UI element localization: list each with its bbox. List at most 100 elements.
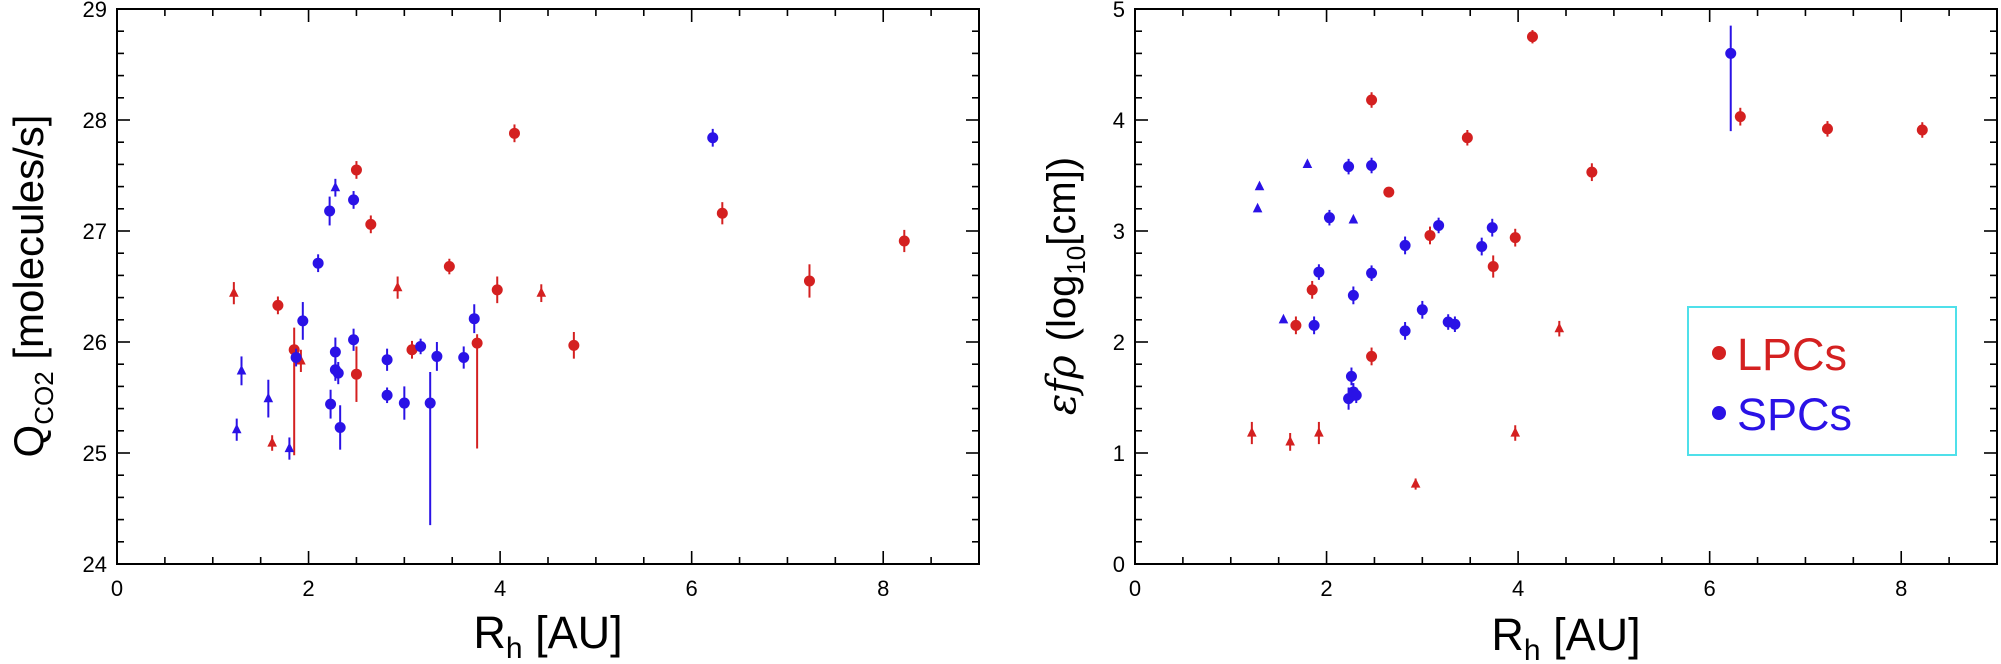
x-tick-label: 8 xyxy=(877,576,889,601)
spcs-point xyxy=(1486,222,1498,234)
lpcs-point xyxy=(406,344,418,356)
lpcs-point xyxy=(568,339,580,351)
data-points xyxy=(229,124,910,526)
axis-ticks xyxy=(1134,8,1998,565)
spcs-point xyxy=(290,352,302,364)
x-tick-label: 4 xyxy=(494,576,506,601)
y-axis-label-main: εfρ xyxy=(1039,355,1085,415)
right-panel-efrho: 0 2 4 6 8 0 1 2 3 4 5 Rh [AU] εfρ (log10[cm]) LPCs … xyxy=(1039,0,1998,664)
lpcs-point xyxy=(491,284,503,296)
spcs-point xyxy=(334,421,346,433)
legend-lpc-marker xyxy=(1712,346,1726,360)
spcs-point xyxy=(1347,289,1359,301)
y-tick-label: 28 xyxy=(83,108,107,133)
legend: LPCs SPCs xyxy=(1687,306,1957,456)
y-axis-label: εfρ (log10[cm]) xyxy=(1039,157,1091,415)
y-tick-label: 0 xyxy=(1113,552,1125,577)
plot-frame xyxy=(1134,8,1998,565)
lpcs-lower-limit-point xyxy=(1247,427,1257,437)
lpcs-point xyxy=(1290,319,1302,331)
spcs-lower-limit-point xyxy=(284,442,295,453)
spcs-point xyxy=(458,352,470,364)
spcs-point xyxy=(329,346,341,358)
y-axis-label-main: Q xyxy=(5,425,52,458)
spcs-point xyxy=(1350,389,1362,401)
lpcs-point xyxy=(272,299,284,311)
x-axis-label-sub: h xyxy=(1524,634,1541,664)
spcs-point xyxy=(1343,161,1355,173)
y-axis-label-rest: [cm]) xyxy=(1040,157,1084,246)
legend-lpc-label: LPCs xyxy=(1737,329,1847,380)
spcs-point xyxy=(431,350,443,362)
x-axis-label: Rh [AU] xyxy=(1491,609,1640,664)
x-axis-label-rest: [AU] xyxy=(1541,609,1641,660)
lpcs-lower-limit-point xyxy=(392,281,403,292)
spcs-point xyxy=(1449,318,1461,330)
spcs-lower-limit-point xyxy=(1278,313,1289,324)
y-tick-label: 4 xyxy=(1113,108,1125,133)
spcs-lower-limit-point xyxy=(263,392,274,403)
spcs-lower-limit-point xyxy=(1348,213,1359,224)
spcs-point xyxy=(1725,47,1737,59)
spcs-lower-limit-point xyxy=(1254,180,1265,191)
spcs-point xyxy=(325,398,337,410)
lpcs-point xyxy=(803,275,815,287)
spcs-point xyxy=(348,334,360,346)
y-axis-label-sub: CO2 xyxy=(29,371,59,424)
x-tick-label: 2 xyxy=(1320,576,1332,601)
lpcs-point xyxy=(1509,232,1521,244)
lpcs-lower-limit-point xyxy=(267,437,277,447)
spcs-lower-limit-point xyxy=(1252,202,1263,213)
x-tick-label: 6 xyxy=(1704,576,1716,601)
spcs-lower-limit-point xyxy=(330,181,341,192)
lpcs-lower-limit-point xyxy=(1554,322,1565,333)
spcs-point xyxy=(348,194,360,206)
x-tick-label: 8 xyxy=(1895,576,1907,601)
x-axis-label-rest: [AU] xyxy=(523,607,623,658)
lpcs-point xyxy=(471,337,483,349)
legend-spc-label: SPCs xyxy=(1737,389,1852,440)
x-tick-label: 0 xyxy=(111,576,123,601)
y-axis-label-sub: 10 xyxy=(1061,246,1091,275)
lpcs-point xyxy=(1487,261,1499,273)
lpcs-point xyxy=(716,207,728,219)
lpcs-point xyxy=(898,235,910,247)
x-tick-label: 6 xyxy=(686,576,698,601)
lpcs-lower-limit-point xyxy=(1285,435,1295,446)
lpcs-point xyxy=(350,164,362,176)
lpcs-point xyxy=(1916,124,1928,136)
lpcs-point xyxy=(1461,132,1473,144)
spcs-point xyxy=(1308,319,1320,331)
x-tick-label: 4 xyxy=(1512,576,1524,601)
spcs-lower-limit-point xyxy=(236,364,247,375)
lpcs-lower-limit-point xyxy=(1410,478,1421,488)
lpcs-point xyxy=(350,368,362,380)
lpcs-point xyxy=(1366,94,1378,106)
spcs-point xyxy=(324,205,336,217)
spcs-point xyxy=(1345,370,1357,382)
lpcs-lower-limit-point xyxy=(1314,427,1324,437)
y-tick-label: 24 xyxy=(83,552,107,577)
y-axis-label: QCO2 [molecules/s] xyxy=(5,115,59,458)
spcs-point xyxy=(1399,325,1411,337)
spcs-point xyxy=(1366,160,1378,172)
plot-frame xyxy=(116,8,980,565)
spcs-point xyxy=(1416,304,1428,316)
lpcs-lower-limit-point xyxy=(536,287,547,297)
spcs-point xyxy=(1366,267,1378,279)
lpcs-point xyxy=(365,218,377,230)
lpcs-lower-limit-point xyxy=(229,287,239,297)
lpcs-point xyxy=(1734,111,1746,123)
y-tick-label: 5 xyxy=(1113,0,1125,22)
legend-box xyxy=(1687,306,1957,456)
spcs-point xyxy=(1323,212,1335,224)
y-tick-label: 3 xyxy=(1113,219,1125,244)
spcs-point xyxy=(1399,239,1411,251)
y-axis-label-pre: (log xyxy=(1040,275,1084,342)
x-axis-label-sub: h xyxy=(506,632,523,664)
spcs-point xyxy=(1313,266,1325,278)
spcs-lower-limit-point xyxy=(1302,158,1313,168)
spcs-point xyxy=(398,397,410,409)
